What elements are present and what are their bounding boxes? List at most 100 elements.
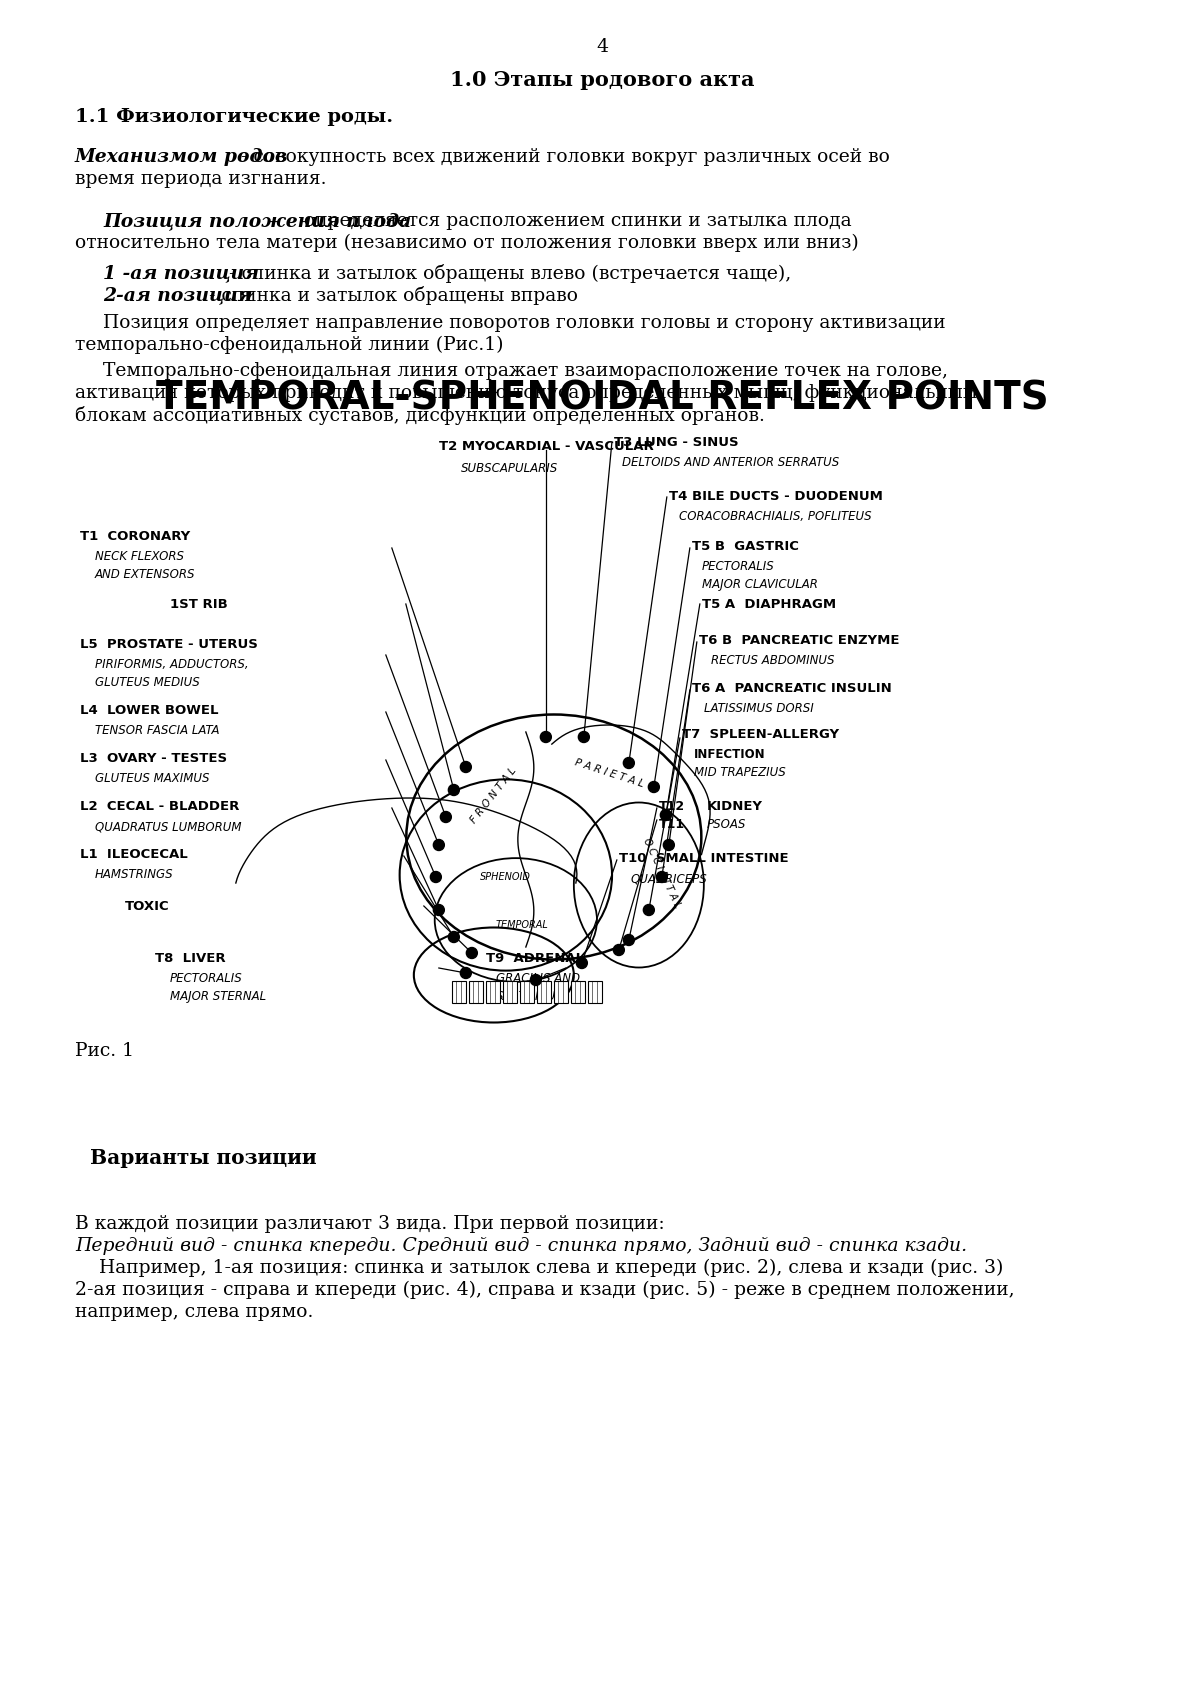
Circle shape [433, 905, 444, 915]
Circle shape [530, 974, 542, 986]
Text: SUBSCAPULARIS: SUBSCAPULARIS [461, 462, 559, 475]
Text: Передний вид - спинка кпереди. Средний вид - спинка прямо, Задний вид - спинка к: Передний вид - спинка кпереди. Средний в… [75, 1237, 967, 1256]
Text: Темпорально-сфеноидальная линия отражает взаиморасположение точек на голове,: Темпорально-сфеноидальная линия отражает… [104, 361, 948, 380]
Text: L3  OVARY - TESTES: L3 OVARY - TESTES [79, 752, 228, 765]
Text: определяется расположением спинки и затылка плода: определяется расположением спинки и заты… [299, 212, 851, 231]
Text: T1  CORONARY: T1 CORONARY [79, 529, 190, 543]
Circle shape [541, 731, 551, 743]
Bar [554, 981, 568, 1003]
Text: Позиция определяет направление поворотов головки головы и сторону активизации: Позиция определяет направление поворотов… [104, 314, 945, 333]
Circle shape [577, 957, 588, 969]
Text: T9  ADRENAL: T9 ADRENAL [486, 952, 584, 966]
Text: Позиция положения плода: Позиция положения плода [104, 212, 412, 231]
Text: SARTORIUS: SARTORIUS [496, 989, 563, 1003]
Bar [588, 981, 602, 1003]
Text: TEMPORAL: TEMPORAL [496, 920, 548, 930]
Bar [503, 981, 517, 1003]
Circle shape [648, 782, 660, 792]
Text: NECK FLEXORS: NECK FLEXORS [95, 550, 184, 563]
Text: 4: 4 [596, 37, 608, 56]
Bar [571, 981, 585, 1003]
Circle shape [578, 731, 589, 743]
Text: - совокупность всех движений головки вокруг различных осей во: - совокупность всех движений головки вок… [235, 148, 890, 166]
Circle shape [466, 947, 477, 959]
Text: например, слева прямо.: например, слева прямо. [75, 1303, 313, 1320]
Text: F R O N T A L: F R O N T A L [470, 765, 519, 825]
Text: T7  SPLEEN-ALLERGY: T7 SPLEEN-ALLERGY [681, 728, 839, 742]
Text: 2-ая позиция - справа и кпереди (рис. 4), справа и кзади (рис. 5) - реже в средн: 2-ая позиция - справа и кпереди (рис. 4)… [75, 1281, 1015, 1300]
Text: TEMPORAL-SPHENOIDAL REFLEX POINTS: TEMPORAL-SPHENOIDAL REFLEX POINTS [155, 380, 1049, 417]
Bar [468, 981, 483, 1003]
Text: 1ST RIB: 1ST RIB [170, 597, 228, 611]
Text: PSOAS: PSOAS [707, 818, 746, 832]
Text: 2-ая позиция: 2-ая позиция [104, 287, 253, 304]
Circle shape [660, 809, 672, 821]
Text: Механизмом родов: Механизмом родов [75, 148, 289, 166]
Text: T12: T12 [659, 799, 685, 813]
Text: INFECTION: INFECTION [694, 748, 766, 760]
Text: T3 LUNG - SINUS: T3 LUNG - SINUS [614, 436, 738, 450]
Text: DELTOIDS AND ANTERIOR SERRATUS: DELTOIDS AND ANTERIOR SERRATUS [621, 456, 839, 468]
Circle shape [624, 757, 635, 769]
Text: TENSOR FASCIA LATA: TENSOR FASCIA LATA [95, 725, 219, 736]
Text: MAJOR CLAVICULAR: MAJOR CLAVICULAR [702, 579, 818, 591]
Text: время периода изгнания.: время периода изгнания. [75, 170, 326, 188]
Text: MAJOR STERNAL: MAJOR STERNAL [170, 989, 266, 1003]
Text: PIRIFORMIS, ADDUCTORS,: PIRIFORMIS, ADDUCTORS, [95, 658, 248, 670]
Text: T5 B  GASTRIC: T5 B GASTRIC [692, 540, 798, 553]
Circle shape [643, 905, 654, 915]
Text: Например, 1-ая позиция: спинка и затылок слева и кпереди (рис. 2), слева и кзади: Например, 1-ая позиция: спинка и затылок… [75, 1259, 1003, 1278]
Circle shape [663, 840, 674, 850]
Text: AND EXTENSORS: AND EXTENSORS [95, 568, 195, 580]
Text: O C C I P I T A L: O C C I P I T A L [642, 837, 683, 910]
Text: темпорально-сфеноидальной линии (Рис.1): темпорально-сфеноидальной линии (Рис.1) [75, 336, 503, 355]
Text: LATISSIMUS DORSI: LATISSIMUS DORSI [704, 703, 814, 714]
Text: 1 -ая позиция: 1 -ая позиция [104, 265, 259, 282]
Text: HAMSTRINGS: HAMSTRINGS [95, 867, 173, 881]
Circle shape [613, 945, 625, 955]
Text: L5  PROSTATE - UTERUS: L5 PROSTATE - UTERUS [79, 638, 258, 652]
Bar [452, 981, 466, 1003]
Text: активация которых приводит к повышению тонуса определенных мышц, функциональным: активация которых приводит к повышению т… [75, 384, 978, 402]
Bar [486, 981, 500, 1003]
Bar [537, 981, 551, 1003]
Text: L2  CECAL - BLADDER: L2 CECAL - BLADDER [79, 799, 240, 813]
Circle shape [624, 935, 635, 945]
Text: - спинка и затылок обращены влево (встречается чаще),: - спинка и затылок обращены влево (встре… [223, 265, 791, 283]
Text: 1.0 Этапы родового акта: 1.0 Этапы родового акта [450, 70, 754, 90]
Text: SPHENOID: SPHENOID [480, 872, 531, 882]
Text: PECTORALIS: PECTORALIS [702, 560, 774, 574]
Bar [520, 981, 533, 1003]
Circle shape [448, 932, 460, 942]
Text: Рис. 1: Рис. 1 [75, 1042, 134, 1061]
Circle shape [441, 811, 452, 823]
Text: T5 A  DIAPHRAGM: T5 A DIAPHRAGM [702, 597, 836, 611]
Text: GLUTEUS MEDIUS: GLUTEUS MEDIUS [95, 675, 200, 689]
Text: T4 BILE DUCTS - DUODENUM: T4 BILE DUCTS - DUODENUM [669, 490, 883, 502]
Text: T2 MYOCARDIAL - VASCULAR: T2 MYOCARDIAL - VASCULAR [438, 440, 654, 453]
Text: T6 A  PANCREATIC INSULIN: T6 A PANCREATIC INSULIN [692, 682, 892, 696]
Text: CORACOBRACHIALIS, POFLITEUS: CORACOBRACHIALIS, POFLITEUS [679, 511, 872, 523]
Text: 1.1 Физиологические роды.: 1.1 Физиологические роды. [75, 109, 394, 126]
Text: T6 B  PANCREATIC ENZYME: T6 B PANCREATIC ENZYME [698, 635, 899, 647]
Text: L1  ILEOCECAL: L1 ILEOCECAL [79, 848, 188, 860]
Circle shape [460, 762, 471, 772]
Circle shape [433, 840, 444, 850]
Text: Варианты позиции: Варианты позиции [90, 1147, 317, 1168]
Text: GRACILIS AND: GRACILIS AND [496, 972, 580, 984]
Text: QUADRICEPS: QUADRICEPS [631, 872, 708, 886]
Circle shape [448, 784, 460, 796]
Circle shape [656, 872, 667, 882]
Text: T10  SMALL INTESTINE: T10 SMALL INTESTINE [619, 852, 789, 865]
Text: KIDNEY: KIDNEY [707, 799, 763, 813]
Text: GLUTEUS MAXIMUS: GLUTEUS MAXIMUS [95, 772, 209, 786]
Text: T11: T11 [659, 818, 685, 832]
Text: В каждой позиции различают 3 вида. При первой позиции:: В каждой позиции различают 3 вида. При п… [75, 1215, 665, 1234]
Text: TOXIC: TOXIC [125, 899, 170, 913]
Text: P A R I E T A L: P A R I E T A L [573, 757, 644, 789]
Circle shape [460, 967, 471, 979]
Text: блокам ассоциативных суставов, дисфункции определенных органов.: блокам ассоциативных суставов, дисфункци… [75, 406, 765, 424]
Text: - спинка и затылок обращены вправо: - спинка и затылок обращены вправо [203, 287, 578, 305]
Text: относительно тела матери (независимо от положения головки вверх или вниз): относительно тела матери (независимо от … [75, 234, 858, 253]
Circle shape [430, 872, 442, 882]
